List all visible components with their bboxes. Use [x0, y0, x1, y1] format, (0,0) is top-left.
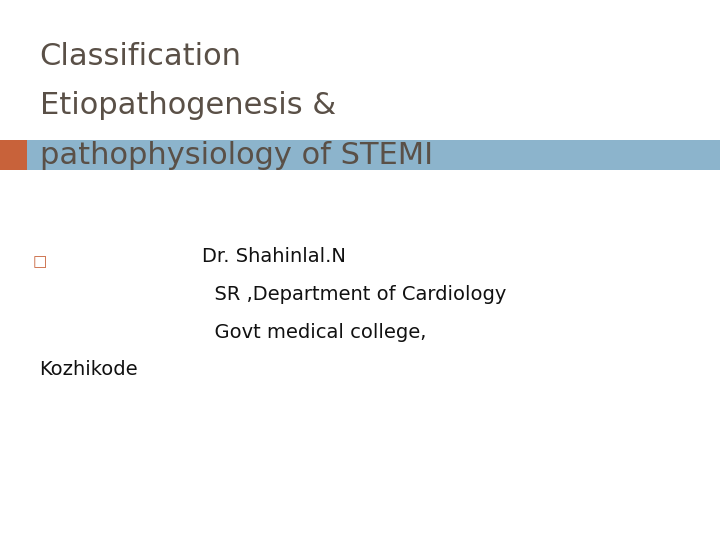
Bar — [27, 140, 720, 170]
Text: Kozhikode: Kozhikode — [40, 360, 138, 380]
Text: Dr. Shahinlal.N: Dr. Shahinlal.N — [202, 247, 346, 266]
Text: Classification: Classification — [40, 42, 242, 71]
Text: Etiopathogenesis &: Etiopathogenesis & — [40, 91, 336, 120]
Text: SR ,Department of Cardiology: SR ,Department of Cardiology — [202, 285, 506, 304]
Text: Govt medical college,: Govt medical college, — [202, 322, 426, 342]
Text: pathophysiology of STEMI: pathophysiology of STEMI — [40, 141, 433, 170]
Text: □: □ — [32, 254, 47, 269]
Bar — [0, 140, 27, 170]
